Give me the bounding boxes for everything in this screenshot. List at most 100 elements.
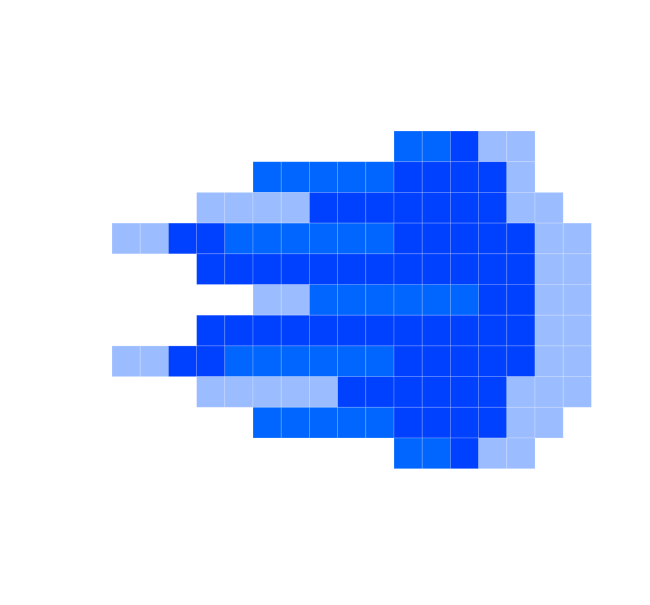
pixel (196, 345, 226, 377)
pixel (308, 376, 338, 408)
pixel (449, 191, 479, 224)
pixel (421, 161, 451, 193)
pixel (534, 406, 564, 439)
pixel (478, 437, 508, 470)
pixel (252, 406, 282, 439)
pixel (478, 376, 508, 408)
pixel (139, 222, 169, 255)
pixel (365, 222, 395, 255)
pixel (337, 191, 367, 224)
pixel (506, 376, 536, 408)
pixel (365, 406, 395, 439)
pixel (393, 376, 423, 408)
pixel (449, 376, 479, 408)
pixel (252, 314, 282, 347)
pixel (111, 345, 141, 377)
pixel (196, 191, 226, 224)
pixel (252, 191, 282, 224)
pixel (421, 222, 451, 255)
pixel (478, 345, 508, 377)
pixel (506, 406, 536, 439)
pixel (478, 406, 508, 439)
pixel (196, 376, 226, 408)
pixel (280, 406, 310, 439)
pixel (421, 130, 451, 163)
pixel (365, 161, 395, 193)
pixel (280, 376, 310, 408)
pixel (421, 284, 451, 316)
pixel (139, 345, 169, 377)
pixel (421, 376, 451, 408)
pixel (224, 191, 254, 224)
pixel (449, 253, 479, 285)
pixel (111, 222, 141, 255)
pixel (562, 222, 592, 255)
pixel (393, 222, 423, 255)
pixel (224, 376, 254, 408)
pixel (393, 253, 423, 285)
pixel (252, 222, 282, 255)
pixel (449, 284, 479, 316)
pixel (337, 376, 367, 408)
pixel (421, 437, 451, 470)
pixel (506, 222, 536, 255)
pixel (478, 161, 508, 193)
pixel (365, 253, 395, 285)
pixel (449, 437, 479, 470)
pixel (337, 253, 367, 285)
pixel (252, 161, 282, 193)
pixel (196, 314, 226, 347)
pixel (506, 314, 536, 347)
pixel (534, 345, 564, 377)
pixel (421, 314, 451, 347)
pixel (224, 253, 254, 285)
pixel (534, 253, 564, 285)
pixel (308, 406, 338, 439)
pixel (337, 406, 367, 439)
pixel (167, 345, 197, 377)
pixel (449, 406, 479, 439)
pixel (506, 161, 536, 193)
pixel (280, 191, 310, 224)
pixel (534, 376, 564, 408)
pixel (449, 345, 479, 377)
pixel (478, 284, 508, 316)
pixel (562, 314, 592, 347)
pixel (393, 345, 423, 377)
pixel (562, 253, 592, 285)
pixel (506, 253, 536, 285)
pixel (252, 376, 282, 408)
pixel (393, 191, 423, 224)
pixel (337, 222, 367, 255)
pixel (478, 314, 508, 347)
pixel (365, 191, 395, 224)
pixel (449, 314, 479, 347)
pixel (506, 345, 536, 377)
pixel (365, 284, 395, 316)
pixel (280, 345, 310, 377)
pixel (449, 222, 479, 255)
pixel (534, 284, 564, 316)
pixel (280, 222, 310, 255)
pixel (393, 314, 423, 347)
pixel (562, 345, 592, 377)
pixel (365, 345, 395, 377)
pixel (196, 253, 226, 285)
pixel (449, 130, 479, 163)
pixel (393, 406, 423, 439)
pixel (337, 314, 367, 347)
pixel (308, 222, 338, 255)
pixel (562, 376, 592, 408)
pixel (308, 284, 338, 316)
pixel (506, 130, 536, 163)
pixel (196, 222, 226, 255)
pixel (478, 253, 508, 285)
pixel (478, 191, 508, 224)
pixel (308, 161, 338, 193)
pixel (506, 284, 536, 316)
pixel (252, 345, 282, 377)
pixel (365, 376, 395, 408)
pixel (308, 253, 338, 285)
pixel (224, 314, 254, 347)
